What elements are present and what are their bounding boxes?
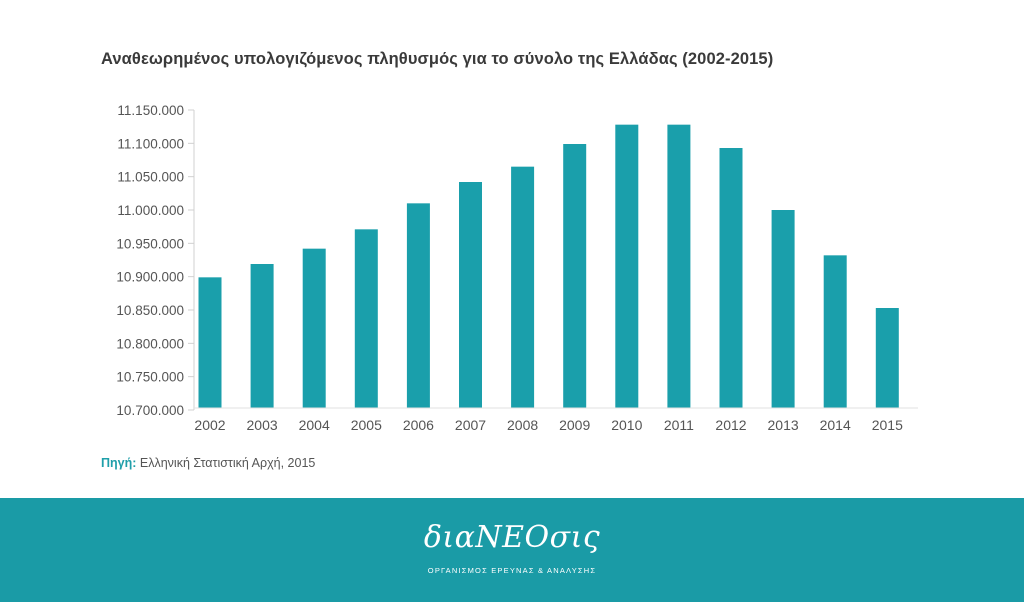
bar-2002	[198, 277, 222, 408]
y-tick-label: 10.950.000	[116, 236, 184, 251]
y-tick-label: 10.850.000	[116, 303, 184, 318]
bar-2003	[250, 264, 274, 408]
y-tick-label: 11.100.000	[117, 136, 184, 151]
bar-2012	[719, 148, 743, 408]
x-tick-label: 2007	[455, 417, 486, 433]
x-tick-label: 2004	[299, 417, 330, 433]
bar-2014	[823, 255, 847, 408]
x-axis: 2002 2003 2004 2005 2006 2007 2008 2009 2010 2011…	[194, 407, 918, 433]
bars-group	[198, 124, 899, 409]
x-tick-label: 2014	[820, 417, 851, 433]
chart-title: Αναθεωρημένος υπολογιζόμενος πληθυσμός γ…	[101, 50, 774, 68]
source-note: Πηγή: Ελληνική Στατιστική Αρχή, 2015	[101, 456, 315, 470]
y-axis: 10.700.000 10.750.000 10.800.000 10.850.000…	[116, 103, 195, 418]
bar-2015	[875, 308, 899, 408]
bar-2004	[302, 248, 326, 408]
y-tick-label: 10.750.000	[116, 370, 184, 385]
x-tick-label: 2008	[507, 417, 538, 433]
bar-2005	[354, 229, 378, 408]
x-tick-label: 2010	[611, 417, 642, 433]
footer-banner: διαNEOσις ΟΡΓΑΝΙΣΜΟΣ ΕΡΕΥΝΑΣ & ΑΝΑΛΥΣΗΣ	[0, 498, 1024, 602]
bar-2007	[459, 182, 482, 408]
bar-2008	[511, 166, 535, 408]
x-tick-label: 2015	[872, 417, 903, 433]
source-label: Πηγή:	[101, 456, 137, 470]
source-text: Ελληνική Στατιστική Αρχή, 2015	[136, 456, 316, 470]
y-tick-label: 10.800.000	[116, 336, 184, 351]
brand-logo: διαNEOσις	[423, 520, 601, 555]
y-tick-label: 11.150.000	[117, 103, 184, 118]
x-tick-label: 2013	[768, 417, 799, 433]
x-tick-label: 2006	[403, 417, 434, 433]
y-tick-label: 10.900.000	[116, 270, 184, 285]
brand-tagline: ΟΡΓΑΝΙΣΜΟΣ ΕΡΕΥΝΑΣ & ΑΝΑΛΥΣΗΣ	[427, 566, 597, 575]
x-tick-label: 2012	[715, 417, 746, 433]
x-tick-label: 2003	[247, 417, 278, 433]
y-tick-label: 10.700.000	[116, 403, 184, 418]
bar-2006	[406, 203, 430, 408]
y-tick-label: 11.050.000	[117, 170, 184, 185]
bar-chart: 10.700.000 10.750.000 10.800.000 10.850.000…	[116, 103, 918, 433]
bar-2010	[615, 124, 639, 409]
bar-2011	[667, 124, 691, 409]
bar-2013	[771, 210, 795, 408]
x-tick-label: 2011	[664, 417, 694, 433]
bar-2009	[563, 144, 587, 408]
x-tick-label: 2002	[194, 417, 225, 433]
x-tick-label: 2009	[559, 417, 590, 433]
x-tick-label: 2005	[351, 417, 382, 433]
y-tick-label: 11.000.000	[117, 203, 184, 218]
